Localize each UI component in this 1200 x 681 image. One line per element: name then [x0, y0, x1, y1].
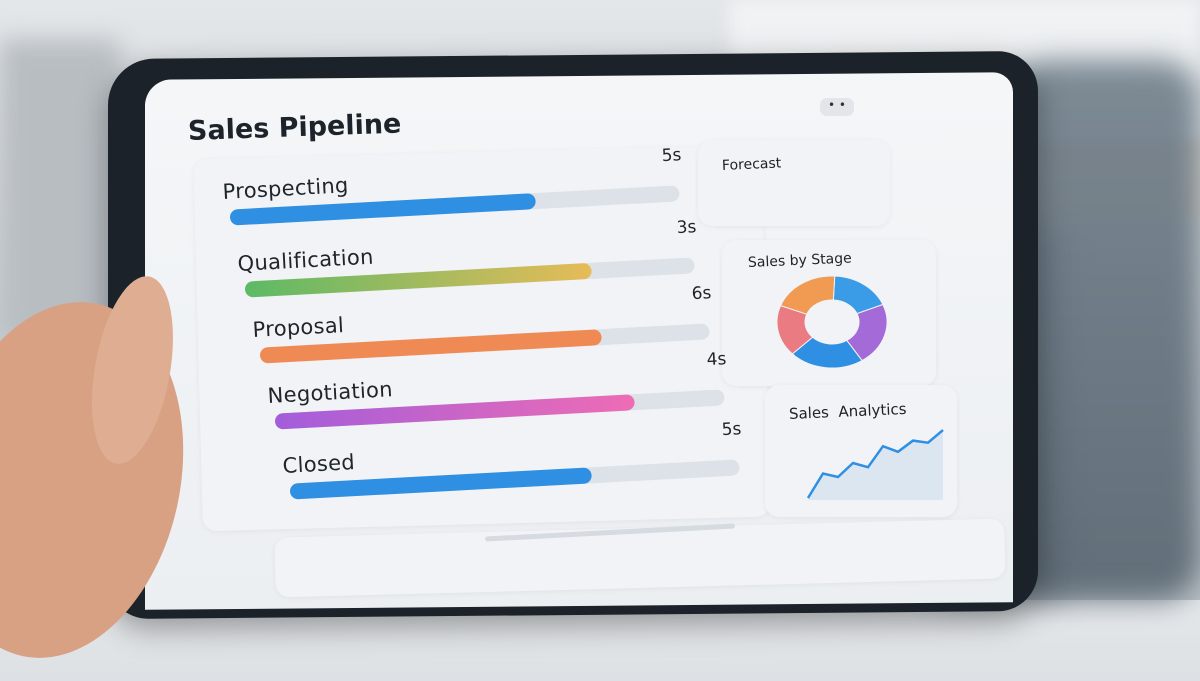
- line-chart-area: [808, 430, 943, 500]
- forecast-card[interactable]: [698, 140, 890, 226]
- line-chart-series: [806, 429, 944, 499]
- stage-value: 5s: [721, 419, 742, 441]
- stage-value: 6s: [691, 283, 712, 305]
- forecast-title: Forecast: [721, 155, 782, 174]
- line-chart: [806, 429, 944, 500]
- background-wall: [0, 40, 120, 340]
- background-chair: [1010, 60, 1200, 600]
- stage-label: Closed: [282, 450, 356, 478]
- more-dots-icon[interactable]: • •: [820, 98, 854, 116]
- stage-value: 5s: [661, 145, 682, 167]
- donut-chart: [776, 275, 888, 369]
- stage-value: 3s: [676, 217, 697, 239]
- donut-segment[interactable]: [779, 275, 836, 315]
- stage-label: Proposal: [252, 313, 345, 342]
- stage-value: 4s: [706, 349, 727, 371]
